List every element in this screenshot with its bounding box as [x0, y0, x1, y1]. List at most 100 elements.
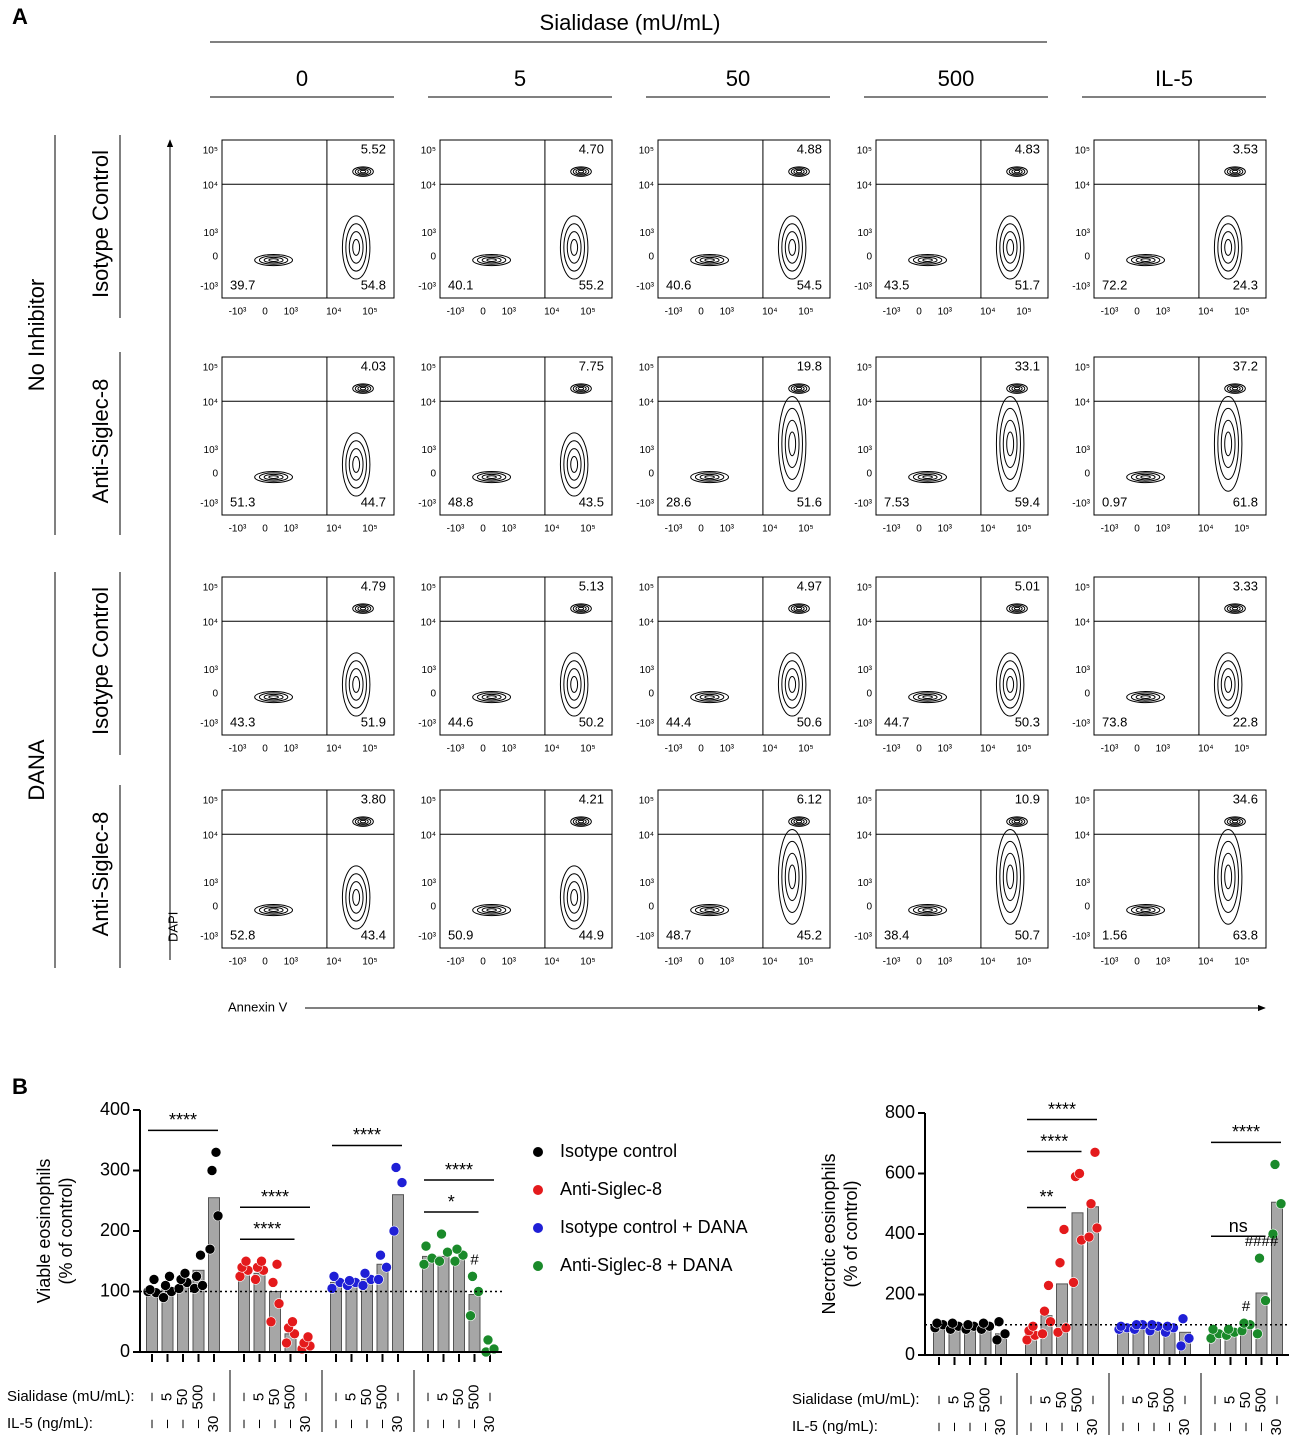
contour [795, 819, 803, 824]
y-tick-label: 10⁵ [203, 363, 218, 374]
x-tick-label: -10³ [229, 524, 247, 535]
x-tick-label: 0 [916, 307, 922, 318]
contour [570, 676, 579, 693]
contour [784, 419, 800, 469]
significance-mark: # [1242, 1298, 1251, 1315]
data-point [1054, 1257, 1066, 1269]
data-point [256, 1255, 267, 1267]
data-point [265, 1316, 277, 1328]
y-tick-label: 10⁴ [857, 617, 872, 628]
contour [795, 606, 803, 611]
contour [704, 258, 715, 262]
x-tick-label: 10³ [1156, 957, 1171, 968]
y-tick-label: 0 [905, 1344, 915, 1364]
contour [1135, 906, 1156, 914]
contour [570, 816, 592, 827]
contour [699, 693, 720, 701]
x-row-value: 50 [1053, 1392, 1070, 1409]
flow-plot-frame [1093, 576, 1267, 736]
quadrant-value: 7.75 [579, 358, 604, 373]
contour [254, 254, 294, 267]
x-tick-label: 10⁴ [1198, 744, 1213, 755]
y-tick-label: 10⁵ [421, 583, 436, 594]
data-point [1085, 1198, 1097, 1210]
x-row-value: 30 [1176, 1419, 1193, 1436]
data-point [287, 1316, 298, 1328]
contour [1002, 419, 1018, 469]
data-point [148, 1274, 160, 1285]
y-axis-label: (% of control) [841, 1180, 861, 1287]
x-row-value: 30 [1268, 1419, 1285, 1436]
x-row-value: – [450, 1419, 467, 1428]
x-tick-label: 10⁴ [1198, 524, 1213, 535]
contour [345, 223, 367, 272]
x-tick-label: 0 [916, 524, 922, 535]
quadrant-value: 51.7 [1015, 277, 1040, 292]
x-tick-label: 10⁵ [362, 744, 377, 755]
y-tick-label: 10⁵ [421, 146, 436, 157]
legend-marker [533, 1223, 543, 1233]
y-tick-label: 0 [120, 1341, 130, 1361]
contour [566, 881, 582, 914]
y-tick-label: 10³ [1076, 228, 1091, 239]
y-tick-label: -10³ [1072, 719, 1090, 730]
x-tick-label: 10³ [284, 744, 299, 755]
contour [1002, 852, 1018, 902]
contour [999, 660, 1021, 709]
contour [481, 256, 502, 264]
data-point [1267, 1228, 1279, 1240]
x-tick-label: 10⁵ [798, 744, 813, 755]
x-tick-label: 10⁴ [326, 524, 341, 535]
quadrant-value: 33.1 [1015, 358, 1040, 373]
contour [359, 169, 367, 174]
contour [1226, 604, 1244, 613]
y-tick-label: 10³ [422, 228, 437, 239]
contour [572, 604, 590, 613]
contour [1126, 254, 1166, 267]
contour [481, 473, 502, 481]
data-point [144, 1284, 156, 1295]
contour [1126, 691, 1166, 704]
quadrant-value: 44.7 [361, 494, 386, 509]
contour [912, 692, 943, 702]
y-tick-label: -10³ [418, 719, 436, 730]
data-point [1275, 1198, 1287, 1210]
data-point [191, 1271, 202, 1282]
quadrant-value: 50.6 [797, 714, 822, 729]
data-point [1269, 1159, 1281, 1170]
x-tick-label: 10³ [284, 957, 299, 968]
y-tick-label: 10⁴ [639, 830, 654, 841]
contour [357, 605, 369, 612]
contour [704, 908, 715, 912]
contour [1213, 829, 1243, 925]
x-row-value: – [1114, 1395, 1131, 1404]
contour [563, 873, 585, 922]
x-row-value: – [1206, 1395, 1223, 1404]
contour [575, 385, 587, 392]
contour [999, 840, 1021, 913]
data-point [210, 1147, 222, 1158]
quadrant-value: 43.5 [579, 494, 604, 509]
x-row-value: – [205, 1392, 222, 1401]
contour [472, 254, 512, 267]
x-row-value: – [961, 1422, 978, 1431]
x-tick-label: 10³ [720, 524, 735, 535]
y-tick-label: 10⁵ [421, 796, 436, 807]
quadrant-value: 22.8 [1233, 714, 1258, 729]
data-point [1058, 1224, 1070, 1235]
contour [922, 258, 933, 262]
significance-label: * [448, 1192, 455, 1212]
x-row-value: 50 [961, 1392, 978, 1409]
x-tick-label: 0 [480, 524, 486, 535]
flow-plot-frame [875, 139, 1049, 299]
y-tick-label: 10³ [1076, 445, 1091, 456]
quadrant-value: 50.2 [579, 714, 604, 729]
contour [258, 472, 289, 482]
contour [352, 816, 374, 827]
x-tick-label: 10³ [502, 307, 517, 318]
significance-label: **** [1048, 1099, 1076, 1119]
quadrant-value: 3.33 [1233, 578, 1258, 593]
contour [341, 432, 371, 497]
contour [575, 818, 587, 825]
y-tick-label: 10³ [204, 445, 219, 456]
